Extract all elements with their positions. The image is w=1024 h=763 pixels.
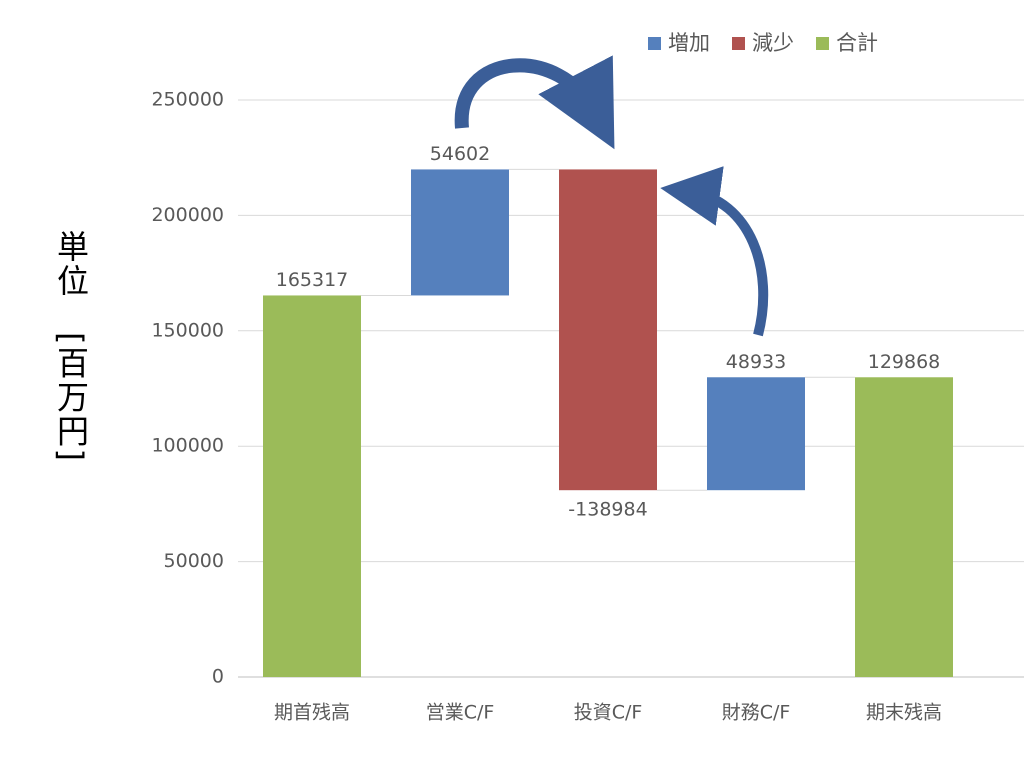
data-label: 129868	[868, 351, 941, 373]
data-label: 48933	[726, 351, 786, 373]
bar	[411, 169, 509, 296]
y-tick-label: 100000	[151, 435, 224, 457]
bar	[707, 377, 805, 491]
legend-label: 増加	[668, 31, 710, 55]
x-tick-label: 営業C/F	[426, 702, 495, 724]
legend-swatch	[732, 37, 745, 50]
y-tick-label: 150000	[151, 319, 224, 341]
arrow	[660, 166, 769, 337]
data-label: 54602	[430, 143, 490, 165]
x-tick-label: 期末残高	[866, 702, 942, 724]
bar	[855, 377, 953, 677]
bar	[559, 169, 657, 491]
y-tick-label: 50000	[164, 550, 224, 572]
legend-label: 減少	[752, 31, 794, 55]
y-axis-label: 単位 [百万円]	[52, 230, 90, 463]
x-tick-label: 投資C/F	[574, 702, 643, 724]
y-tick-label: 0	[212, 666, 224, 688]
y-tick-label: 250000	[151, 89, 224, 111]
y-tick-label: 200000	[151, 204, 224, 226]
legend-swatch	[816, 37, 829, 50]
x-tick-label: 期首残高	[274, 702, 350, 724]
x-tick-label: 財務C/F	[722, 702, 791, 724]
data-label: -138984	[568, 499, 647, 521]
data-label: 165317	[276, 269, 349, 291]
legend-swatch	[648, 37, 661, 50]
legend-label: 合計	[836, 31, 878, 55]
arrow	[454, 55, 615, 150]
bar	[263, 295, 361, 677]
